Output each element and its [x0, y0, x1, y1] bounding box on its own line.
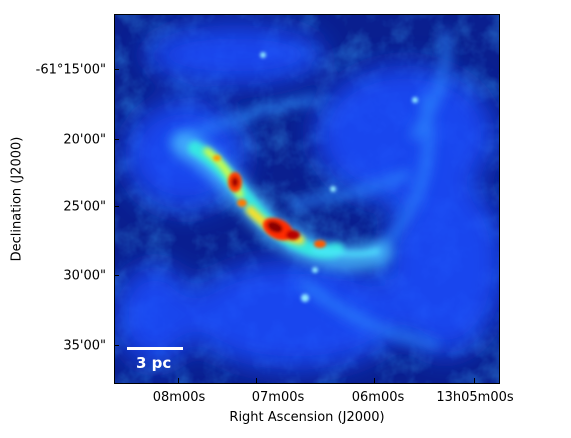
- y-tick-label: 20'00": [63, 132, 106, 148]
- scale-bar-label: 3 pc: [136, 354, 172, 372]
- y-tick-label: -61°15'00": [35, 62, 106, 78]
- dust-map-image: [115, 15, 499, 383]
- x-tick-label: 07m00s: [251, 390, 305, 405]
- x-axis-label: Right Ascension (J2000): [229, 410, 385, 425]
- x-tick-label: 08m00s: [152, 390, 206, 405]
- y-tick-label: 25'00": [63, 199, 106, 215]
- x-tick-label: 06m00s: [351, 390, 405, 405]
- image-panel: 3 pc: [114, 14, 500, 384]
- scale-bar: [127, 347, 183, 350]
- y-tick-label: 30'00": [63, 268, 106, 284]
- y-axis-label: Declination (J2000): [9, 136, 25, 262]
- x-tick-label: 13h05m00s: [436, 390, 514, 405]
- y-tick-label: 35'00": [63, 338, 106, 354]
